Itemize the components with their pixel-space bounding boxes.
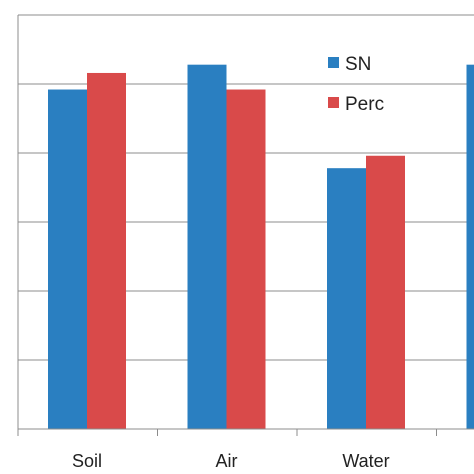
bar-perc-water bbox=[366, 155, 405, 429]
bars bbox=[48, 64, 474, 430]
x-tick-label-air: Air bbox=[216, 451, 238, 471]
legend-label-perc: Perc bbox=[345, 94, 384, 115]
bar-perc-air bbox=[226, 89, 266, 430]
x-tick-label-soil: Soil bbox=[72, 451, 102, 471]
bar-sn-soil bbox=[48, 89, 87, 430]
bar-sn-air bbox=[187, 64, 227, 430]
bar-sn-water bbox=[327, 168, 366, 429]
legend: SN Perc bbox=[328, 54, 384, 115]
x-axis bbox=[17, 428, 474, 436]
x-tick-label-water: Water bbox=[342, 451, 389, 471]
bar-perc-soil bbox=[87, 72, 126, 430]
legend-swatch-perc bbox=[328, 97, 339, 108]
x-tick-labels: Soil Air Water bbox=[72, 451, 390, 471]
legend-label-sn: SN bbox=[345, 54, 371, 75]
legend-swatch-sn bbox=[328, 57, 339, 68]
bar-sn-category-4 bbox=[466, 64, 474, 430]
